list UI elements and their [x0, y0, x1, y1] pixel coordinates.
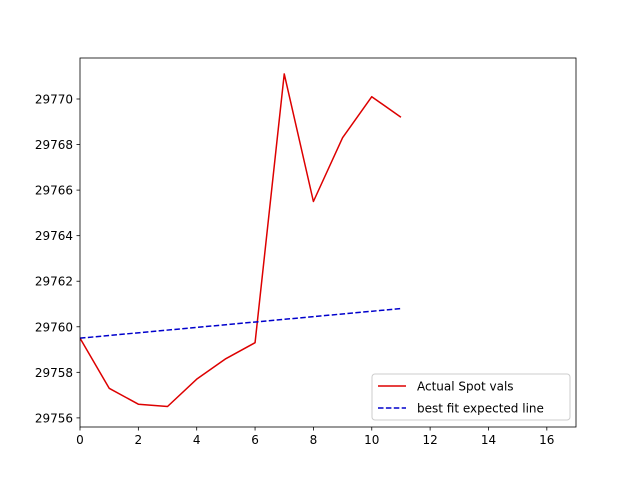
plot-frame	[79, 57, 577, 428]
y-tick-label: 29762	[35, 275, 73, 289]
x-tick-label: 12	[422, 433, 437, 447]
legend: Actual Spot vals best fit expected line	[371, 373, 571, 421]
legend-label-2: best fit expected line	[417, 402, 544, 416]
series-line-2	[80, 307, 402, 339]
x-tick-label: 8	[310, 433, 318, 447]
y-tick-label: 29766	[35, 184, 73, 198]
legend-label-1: Actual Spot vals	[417, 380, 514, 394]
y-tick-label: 29758	[35, 366, 73, 380]
axes-layer: 0 2 4 6 8 10 12 14 16 29756 29758 29760 29762 29764 29…	[35, 57, 577, 447]
x-tick-label: 0	[76, 433, 84, 447]
y-tick-label: 29770	[35, 93, 73, 107]
legend-box	[371, 373, 571, 421]
y-tick-label: 29768	[35, 138, 73, 152]
x-tick-label: 10	[364, 433, 379, 447]
x-tick-label: 14	[481, 433, 496, 447]
y-tick-label: 29756	[35, 411, 73, 425]
y-tick-label: 29764	[35, 229, 73, 243]
series-line-1	[80, 73, 402, 408]
x-tick-label: 6	[251, 433, 259, 447]
x-tick-label: 2	[135, 433, 143, 447]
x-tick-label: 4	[193, 433, 201, 447]
x-tick-label: 16	[539, 433, 554, 447]
series-layer	[80, 73, 402, 408]
y-tick-label: 29760	[35, 320, 73, 334]
